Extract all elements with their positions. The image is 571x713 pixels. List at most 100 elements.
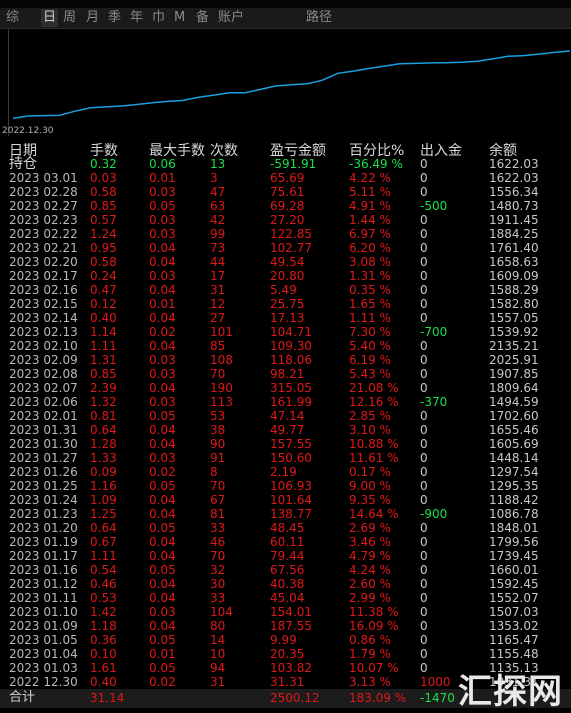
total-row[interactable]: 合计 31.14 2500.12 183.09 % -1470 bbox=[0, 689, 571, 708]
cell-io: 0 bbox=[420, 171, 428, 185]
table-row[interactable]: 2023 01.25 1.16 0.05 70 106.93 9.00 % 0 1295.35 bbox=[0, 479, 571, 493]
table-row[interactable]: 2023 03.01 0.03 0.01 3 65.69 4.22 % 0 1622.03 bbox=[0, 171, 571, 185]
daily-report-table: 持仓 0.32 0.06 13 -591.91 -36.49 % 0 1622.… bbox=[0, 157, 571, 689]
holding-pct: -36.49 % bbox=[349, 157, 403, 171]
header-max-lots[interactable]: 最大手数 bbox=[149, 143, 205, 159]
table-row[interactable]: 2023 01.16 0.54 0.05 32 67.56 4.24 % 0 1660.01 bbox=[0, 563, 571, 577]
cell-balance: 1658.63 bbox=[489, 255, 539, 269]
cell-date: 2023 01.04 bbox=[9, 647, 78, 661]
cell-date: 2023 02.15 bbox=[9, 297, 78, 311]
header-balance[interactable]: 余额 bbox=[489, 143, 517, 159]
tab-4[interactable]: 季 bbox=[108, 10, 122, 25]
table-row[interactable]: 2023 01.24 1.09 0.04 67 101.64 9.35 % 0 1188.42 bbox=[0, 493, 571, 507]
table-row[interactable]: 2023 01.05 0.36 0.05 14 9.99 0.86 % 0 1165.47 bbox=[0, 633, 571, 647]
cell-max: 0.03 bbox=[149, 451, 176, 465]
table-row[interactable]: 2023 02.01 0.81 0.05 53 47.14 2.85 % 0 1702.60 bbox=[0, 409, 571, 423]
cell-pct: 0.35 % bbox=[349, 283, 391, 297]
tab-8[interactable]: 备 bbox=[196, 10, 210, 25]
cell-io: 0 bbox=[420, 269, 428, 283]
cell-date: 2023 01.16 bbox=[9, 563, 78, 577]
header-pct[interactable]: 百分比% bbox=[349, 143, 405, 159]
table-row[interactable]: 2023 01.23 1.25 0.04 81 138.77 14.64 % -900 108… bbox=[0, 507, 571, 521]
table-row[interactable]: 2023 02.17 0.24 0.03 17 20.80 1.31 % 0 1609.09 bbox=[0, 269, 571, 283]
cell-balance: 1761.40 bbox=[489, 241, 539, 255]
cell-count: 113 bbox=[210, 395, 233, 409]
cell-lots: 0.64 bbox=[90, 423, 117, 437]
cell-max: 0.04 bbox=[149, 241, 176, 255]
cell-count: 38 bbox=[210, 423, 226, 437]
cell-count: 70 bbox=[210, 549, 226, 563]
header-io[interactable]: 出入金 bbox=[420, 143, 462, 159]
cell-date: 2023 02.09 bbox=[9, 353, 78, 367]
table-row[interactable]: 2023 02.16 0.47 0.04 31 5.49 0.35 % 0 1588.29 bbox=[0, 283, 571, 297]
tab-2[interactable]: 周 bbox=[63, 10, 77, 25]
table-row[interactable]: 2023 01.26 0.09 0.02 8 2.19 0.17 % 0 1297.54 bbox=[0, 465, 571, 479]
tab-7[interactable]: M bbox=[174, 10, 186, 25]
table-row[interactable]: 2023 02.09 1.31 0.03 108 118.06 6.19 % 0 2025.9… bbox=[0, 353, 571, 367]
cell-pct: 5.43 % bbox=[349, 367, 391, 381]
cell-balance: 1448.14 bbox=[489, 451, 539, 465]
cell-max: 0.04 bbox=[149, 311, 176, 325]
table-row[interactable]: 2023 02.08 0.85 0.03 70 98.21 5.43 % 0 1907.85 bbox=[0, 367, 571, 381]
cell-pct: 1.44 % bbox=[349, 213, 391, 227]
table-row[interactable]: 2023 01.20 0.64 0.05 33 48.45 2.69 % 0 1848.01 bbox=[0, 521, 571, 535]
table-row[interactable]: 2023 01.03 1.61 0.05 94 103.82 10.07 % 0 1135.1… bbox=[0, 661, 571, 675]
cell-balance: 1353.02 bbox=[489, 619, 539, 633]
tab-6[interactable]: 巾 bbox=[152, 10, 166, 25]
cell-balance: 1295.35 bbox=[489, 479, 539, 493]
cell-balance: 1297.54 bbox=[489, 465, 539, 479]
table-row[interactable]: 2022 12.30 0.40 0.02 31 31.31 3.13 % 1000 1031.… bbox=[0, 675, 571, 689]
table-row[interactable]: 2023 02.13 1.14 0.02 101 104.71 7.30 % -700 153… bbox=[0, 325, 571, 339]
cell-balance: 1809.64 bbox=[489, 381, 539, 395]
cell-pct: 4.24 % bbox=[349, 563, 391, 577]
cell-pct: 2.85 % bbox=[349, 409, 391, 423]
header-date[interactable]: 日期 bbox=[9, 143, 37, 159]
table-row[interactable]: 2023 02.14 0.40 0.04 27 17.13 1.11 % 0 1557.05 bbox=[0, 311, 571, 325]
holding-row[interactable]: 持仓 0.32 0.06 13 -591.91 -36.49 % 0 1622.… bbox=[0, 157, 571, 171]
cell-io: -500 bbox=[420, 199, 448, 213]
tab-9[interactable]: 账户 bbox=[218, 10, 245, 25]
tab-0[interactable]: 综 bbox=[6, 10, 20, 25]
cell-date: 2023 02.06 bbox=[9, 395, 78, 409]
cell-pct: 10.88 % bbox=[349, 437, 399, 451]
table-row[interactable]: 2023 01.17 1.11 0.04 70 79.44 4.79 % 0 1739.45 bbox=[0, 549, 571, 563]
header-count[interactable]: 次数 bbox=[210, 143, 238, 159]
table-row[interactable]: 2023 01.27 1.33 0.03 91 150.60 11.61 % 0 1448.1… bbox=[0, 451, 571, 465]
cell-io: -900 bbox=[420, 507, 448, 521]
table-row[interactable]: 2023 02.20 0.58 0.04 44 49.54 3.08 % 0 1658.63 bbox=[0, 255, 571, 269]
table-row[interactable]: 2023 02.07 2.39 0.04 190 315.05 21.08 % 0 1809.… bbox=[0, 381, 571, 395]
table-row[interactable]: 2023 01.30 1.28 0.04 90 157.55 10.88 % 0 1605.6… bbox=[0, 437, 571, 451]
cell-date: 2023 02.22 bbox=[9, 227, 78, 241]
cell-balance: 1480.73 bbox=[489, 199, 539, 213]
header-lots[interactable]: 手数 bbox=[90, 143, 118, 159]
cell-io: 0 bbox=[420, 535, 428, 549]
table-row[interactable]: 2023 02.22 1.24 0.03 99 122.85 6.97 % 0 1884.25 bbox=[0, 227, 571, 241]
table-row[interactable]: 2023 01.09 1.18 0.04 80 187.55 16.09 % 0 1353.0… bbox=[0, 619, 571, 633]
tab-5[interactable]: 年 bbox=[130, 10, 144, 25]
cell-max: 0.05 bbox=[149, 199, 176, 213]
table-row[interactable]: 2023 01.12 0.46 0.04 30 40.38 2.60 % 0 1592.45 bbox=[0, 577, 571, 591]
tab-1[interactable]: 日 bbox=[41, 9, 59, 27]
table-row[interactable]: 2023 02.27 0.85 0.05 63 69.28 4.91 % -500 1480.… bbox=[0, 199, 571, 213]
table-row[interactable]: 2023 01.31 0.64 0.04 38 49.77 3.10 % 0 1655.46 bbox=[0, 423, 571, 437]
table-row[interactable]: 2023 02.06 1.32 0.03 113 161.99 12.16 % -370 14… bbox=[0, 395, 571, 409]
tab-10[interactable]: 路径 bbox=[306, 10, 333, 25]
header-pl[interactable]: 盈亏金额 bbox=[270, 143, 326, 159]
cell-lots: 0.64 bbox=[90, 521, 117, 535]
cell-date: 2023 02.01 bbox=[9, 409, 78, 423]
table-row[interactable]: 2023 01.04 0.10 0.01 10 20.35 1.79 % 0 1155.48 bbox=[0, 647, 571, 661]
table-row[interactable]: 2023 01.10 1.42 0.03 104 154.01 11.38 % 0 1507.… bbox=[0, 605, 571, 619]
tab-3[interactable]: 月 bbox=[86, 10, 100, 25]
cell-pct: 4.91 % bbox=[349, 199, 391, 213]
cell-max: 0.04 bbox=[149, 255, 176, 269]
table-row[interactable]: 2023 02.10 1.11 0.04 85 109.30 5.40 % 0 2135.21 bbox=[0, 339, 571, 353]
cell-lots: 1.61 bbox=[90, 661, 117, 675]
table-row[interactable]: 2023 02.23 0.57 0.03 42 27.20 1.44 % 0 1911.45 bbox=[0, 213, 571, 227]
table-row[interactable]: 2023 02.21 0.95 0.04 73 102.77 6.20 % 0 1761.40 bbox=[0, 241, 571, 255]
table-row[interactable]: 2023 01.11 0.53 0.04 33 45.04 2.99 % 0 1552.07 bbox=[0, 591, 571, 605]
cell-lots: 0.67 bbox=[90, 535, 117, 549]
table-row[interactable]: 2023 02.28 0.58 0.03 47 75.61 5.11 % 0 1556.34 bbox=[0, 185, 571, 199]
table-row[interactable]: 2023 02.15 0.12 0.01 12 25.75 1.65 % 0 1582.80 bbox=[0, 297, 571, 311]
cell-io: 0 bbox=[420, 213, 428, 227]
table-row[interactable]: 2023 01.19 0.67 0.04 46 60.11 3.46 % 0 1799.56 bbox=[0, 535, 571, 549]
